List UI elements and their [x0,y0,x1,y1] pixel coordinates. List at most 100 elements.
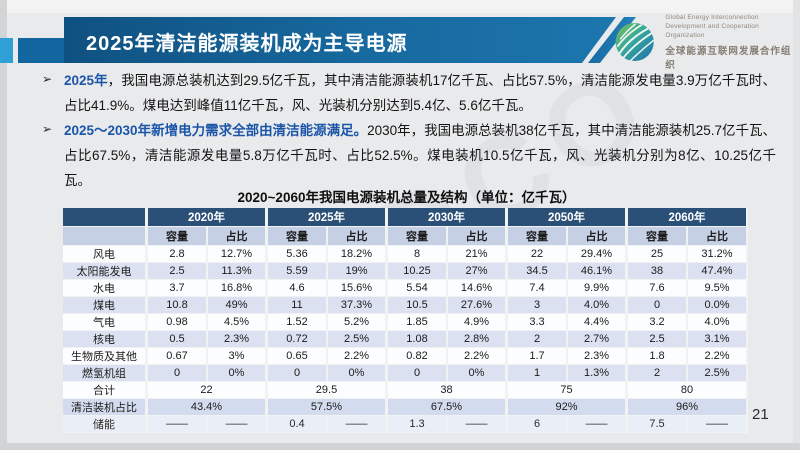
cell: 1 [508,365,568,382]
cell: 22 [508,246,568,263]
cell: 0.5 [148,331,208,348]
cell: 0.67 [148,348,208,365]
cell: 0 [388,365,448,382]
cell: 38 [628,263,688,280]
cell: 11.3% [208,263,268,280]
cell: 2.5% [688,365,748,382]
capacity-header: 容量 [508,227,568,246]
cell: 2 [508,331,568,348]
cell: 2 [628,365,688,382]
cell: 96% [628,399,748,416]
bullet-body-1: ，我国电源总装机达到29.5亿千瓦，其中清洁能源装机17亿千瓦、占比57.5%，… [64,73,776,113]
cell: 5.59 [268,263,328,280]
cell: 2.5 [148,263,208,280]
cell: 29.4% [568,246,628,263]
cell: 43.4% [148,399,268,416]
row-label: 清洁装机占比 [63,399,148,416]
slide-edge-top [0,0,800,13]
cell: 4.9% [448,314,508,331]
cell: 0.0% [688,297,748,314]
cell: 19% [328,263,388,280]
cell: 15.6% [328,280,388,297]
table-row-gas: 气电 0.98 4.5% 1.52 5.2% 1.85 4.9% 3.3 4.4… [63,314,748,331]
table-row-hydrogen: 燃氢机组 0 0% 0 0% 0 0% 1 1.3% 2 2.5% [63,365,748,382]
cell: 29.5 [268,382,388,399]
row-label: 燃氢机组 [63,365,148,382]
title-accent-square-light [0,38,13,63]
cell: 4.5% [208,314,268,331]
cell: 2.2% [448,348,508,365]
share-header: 占比 [328,227,388,246]
slide-edge-left [0,0,7,450]
cell: —— [688,416,748,433]
cell: 21% [448,246,508,263]
cell: 34.5 [508,263,568,280]
cell: 1.3 [388,416,448,433]
row-label: 气电 [63,314,148,331]
cell: 10.5 [388,297,448,314]
share-header: 占比 [688,227,748,246]
cell: 0.4 [268,416,328,433]
globe-icon [615,22,655,62]
cell: 11 [268,297,328,314]
cell: 14.6% [448,280,508,297]
title-accent-square-dark [18,38,64,63]
row-label: 水电 [63,280,148,297]
table-subheader-corner [63,227,148,246]
share-header: 占比 [208,227,268,246]
cell: 7.6 [628,280,688,297]
capacity-header: 容量 [268,227,328,246]
org-name-cn: 全球能源互联网发展合作组织 [665,46,792,71]
cell: 38 [388,382,508,399]
cell: 2.7% [568,331,628,348]
slide-edge-right [793,0,800,450]
cell: 2.8% [448,331,508,348]
cell: 2.2% [328,348,388,365]
cell: 4.4% [568,314,628,331]
cell: 1.8 [628,348,688,365]
cell: 31.2% [688,246,748,263]
table-row-nuclear: 核电 0.5 2.3% 0.72 2.5% 1.08 2.8% 2 2.7% 2… [63,331,748,348]
cell: —— [148,416,208,433]
cell: 0.65 [268,348,328,365]
cell: 0.82 [388,348,448,365]
power-capacity-table: 2020年 2025年 2030年 2050年 2060年 容量 占比 容量 占… [63,208,748,433]
cell: 1.52 [268,314,328,331]
cell: 27.6% [448,297,508,314]
row-label: 风电 [63,246,148,263]
cell: 1.3% [568,365,628,382]
bullet-arrow-icon: ➢ [42,72,53,86]
table-row-clean-share: 清洁装机占比 43.4% 57.5% 67.5% 92% 96% [63,399,748,416]
table-corner-cell [63,208,148,227]
cell: 46.1% [568,263,628,280]
cell: —— [208,416,268,433]
cell: —— [328,416,388,433]
cell: 0.72 [268,331,328,348]
table-subheader-row: 容量 占比 容量 占比 容量 占比 容量 占比 容量 占比 [63,227,748,246]
cell: 25 [628,246,688,263]
table-row-wind: 风电 2.8 12.7% 5.36 18.2% 8 21% 22 29.4% 2… [63,246,748,263]
cell: 57.5% [268,399,388,416]
table-row-storage: 储能 —— —— 0.4 —— 1.3 —— 6 —— 7.5 —— [63,416,748,433]
year-header-2025: 2025年 [268,208,388,227]
cell: 92% [508,399,628,416]
table-row-biomass: 生物质及其他 0.67 3% 0.65 2.2% 0.82 2.2% 1.7 2… [63,348,748,365]
cell: 7.4 [508,280,568,297]
row-label: 太阳能发电 [63,263,148,280]
cell: 80 [628,382,748,399]
page-number: 21 [752,406,769,423]
cell: 9.9% [568,280,628,297]
cell: 2.3% [208,331,268,348]
row-label: 生物质及其他 [63,348,148,365]
cell: 5.36 [268,246,328,263]
row-label: 煤电 [63,297,148,314]
slide-title: 2025年清洁能源装机成为主导电源 [86,33,408,55]
bullet-lead-1: 2025年 [64,73,108,88]
cell: 2.5 [628,331,688,348]
capacity-header: 容量 [148,227,208,246]
cell: 5.54 [388,280,448,297]
slide-edge-bottom [0,443,800,450]
share-header: 占比 [568,227,628,246]
share-header: 占比 [448,227,508,246]
